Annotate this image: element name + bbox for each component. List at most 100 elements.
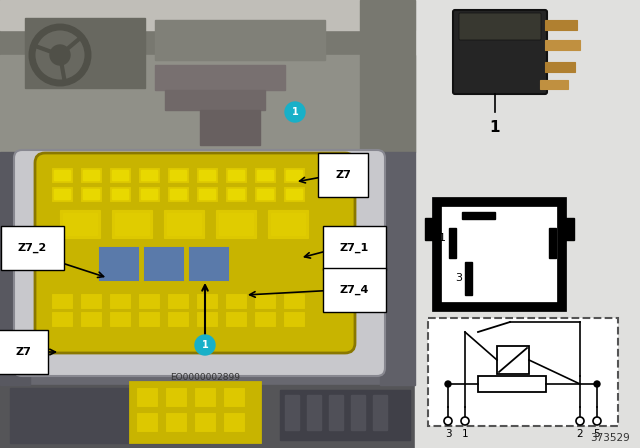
Bar — [165, 90, 265, 110]
Bar — [226, 294, 246, 308]
Circle shape — [461, 417, 469, 425]
Bar — [112, 189, 128, 199]
Bar — [81, 312, 101, 326]
Bar — [81, 168, 101, 182]
Bar — [200, 110, 260, 145]
Bar — [110, 168, 130, 182]
Bar — [195, 388, 215, 406]
Bar — [284, 187, 304, 201]
Bar — [168, 168, 188, 182]
Bar — [167, 213, 201, 235]
Bar — [285, 395, 299, 430]
Bar — [257, 170, 273, 180]
Bar — [562, 218, 574, 240]
Bar — [60, 210, 100, 238]
FancyBboxPatch shape — [35, 153, 355, 353]
Bar — [0, 0, 415, 30]
Text: Z7: Z7 — [335, 170, 351, 180]
Bar — [425, 218, 437, 240]
Text: 2: 2 — [577, 429, 583, 439]
Bar — [166, 388, 186, 406]
Bar — [224, 413, 244, 431]
Bar — [226, 312, 246, 326]
Bar — [351, 395, 365, 430]
Bar — [110, 187, 130, 201]
Bar — [199, 189, 215, 199]
Bar — [0, 55, 415, 152]
Bar — [145, 248, 183, 280]
Bar — [190, 248, 228, 280]
Bar — [465, 262, 472, 295]
Bar — [83, 189, 99, 199]
Bar — [63, 213, 97, 235]
Bar — [280, 390, 410, 440]
Bar — [164, 210, 204, 238]
Bar — [81, 187, 101, 201]
Bar — [255, 294, 275, 308]
Bar — [0, 0, 415, 152]
Bar — [226, 187, 246, 201]
Circle shape — [576, 417, 584, 425]
Text: 373529: 373529 — [590, 433, 630, 443]
Text: Z7: Z7 — [15, 347, 31, 357]
Bar — [449, 228, 456, 258]
Bar — [497, 346, 529, 374]
Bar — [110, 294, 130, 308]
Bar — [115, 213, 149, 235]
Circle shape — [195, 335, 215, 355]
Text: 1: 1 — [202, 340, 209, 350]
Text: 1: 1 — [439, 233, 446, 243]
Bar — [415, 0, 640, 448]
Bar — [52, 294, 72, 308]
Text: 2: 2 — [558, 233, 565, 243]
Circle shape — [593, 417, 601, 425]
Bar — [373, 395, 387, 430]
Text: Z7_4: Z7_4 — [340, 285, 369, 295]
Bar — [545, 20, 577, 30]
Bar — [52, 312, 72, 326]
Bar — [52, 187, 72, 201]
Bar — [286, 189, 302, 199]
Bar — [110, 312, 130, 326]
Circle shape — [444, 417, 452, 425]
Text: 1: 1 — [490, 120, 500, 135]
Bar — [545, 62, 575, 72]
Bar — [168, 187, 188, 201]
Circle shape — [285, 102, 305, 122]
Bar — [137, 413, 157, 431]
Bar — [168, 294, 188, 308]
Bar — [170, 170, 186, 180]
FancyBboxPatch shape — [453, 10, 547, 94]
Bar — [271, 213, 305, 235]
Bar — [139, 294, 159, 308]
Bar — [197, 187, 217, 201]
Bar — [329, 395, 343, 430]
Bar — [257, 189, 273, 199]
Bar — [284, 312, 304, 326]
Bar — [437, 202, 562, 307]
Bar — [307, 395, 321, 430]
Bar — [255, 168, 275, 182]
Bar — [462, 212, 495, 219]
Bar — [255, 312, 275, 326]
Circle shape — [50, 45, 70, 65]
Bar — [141, 189, 157, 199]
Bar — [224, 388, 244, 406]
Bar — [219, 213, 253, 235]
Bar — [284, 294, 304, 308]
Bar — [54, 170, 70, 180]
Text: 5: 5 — [474, 198, 481, 208]
Circle shape — [594, 381, 600, 387]
Bar — [112, 210, 152, 238]
Text: EO0000002899: EO0000002899 — [170, 374, 240, 383]
Bar — [545, 40, 580, 50]
Text: 3: 3 — [445, 429, 451, 439]
Bar — [286, 170, 302, 180]
Bar — [197, 168, 217, 182]
Bar — [255, 187, 275, 201]
Bar — [216, 210, 256, 238]
Text: Z7_1: Z7_1 — [340, 243, 369, 253]
Bar — [141, 170, 157, 180]
Bar — [228, 170, 244, 180]
Bar — [197, 312, 217, 326]
